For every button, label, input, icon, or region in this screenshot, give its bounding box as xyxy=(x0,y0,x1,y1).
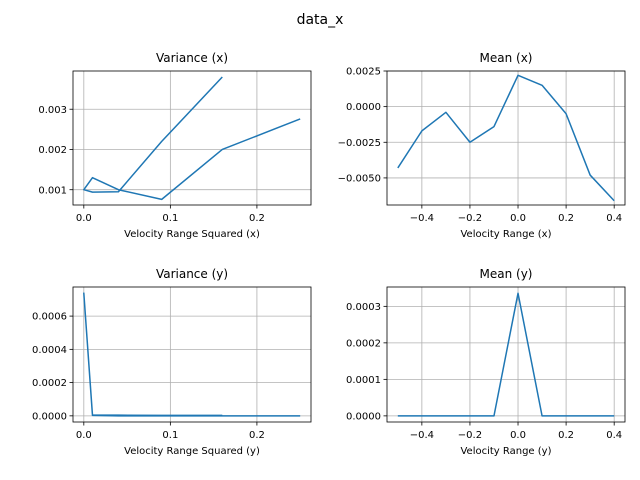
data-line-mean-y xyxy=(397,292,615,417)
x-axis-label: Velocity Range (x) xyxy=(460,229,551,240)
y-tick-label: 0.0000 xyxy=(346,102,381,113)
y-tick-label: 0.0003 xyxy=(346,302,381,313)
subplot-title: Variance (x) xyxy=(156,51,228,65)
y-tick-label: −0.0025 xyxy=(338,138,381,149)
subplots: 0.0 0.1 0.2 0.001 0.002 0.003 Variance (x) Velo… xyxy=(32,51,626,457)
x-tick-label: 0.0 xyxy=(510,430,526,441)
subplot-title: Variance (y) xyxy=(156,267,228,281)
data-line-variance-y xyxy=(83,292,301,417)
x-axis-label: Velocity Range Squared (y) xyxy=(124,446,260,457)
y-tick-label: 0.0006 xyxy=(32,312,67,323)
y-tick-label: 0.003 xyxy=(38,105,67,116)
axes-frame xyxy=(72,286,312,423)
subplot-mean-y: −0.4 −0.2 0.0 0.2 0.4 0.0000 0.0001 0.0002 0.000… xyxy=(346,267,626,457)
x-tick-label: 0.0 xyxy=(76,430,92,441)
figure-title: data_x xyxy=(297,12,344,28)
x-tick-label: 0.2 xyxy=(249,430,265,441)
x-tick-label: 0.0 xyxy=(510,213,526,224)
y-tick-label: 0.0025 xyxy=(346,67,381,78)
y-tick-label: 0.0002 xyxy=(32,378,67,389)
subplot-title: Mean (x) xyxy=(480,51,533,65)
x-tick-label: 0.0 xyxy=(76,213,92,224)
x-tick-label: 0.4 xyxy=(606,430,622,441)
x-tick-label: 0.4 xyxy=(606,213,622,224)
y-tick-label: 0.0002 xyxy=(346,338,381,349)
x-tick-label: −0.2 xyxy=(458,430,482,441)
y-tick-label: 0.0000 xyxy=(32,411,67,422)
y-tick-label: 0.002 xyxy=(38,145,67,156)
x-tick-label: −0.4 xyxy=(410,430,434,441)
x-tick-label: 0.1 xyxy=(162,430,178,441)
y-tick-label: 0.0004 xyxy=(32,345,67,356)
subplot-title: Mean (y) xyxy=(480,267,533,281)
axes-frame xyxy=(72,70,312,206)
axes-frame xyxy=(386,70,626,206)
x-axis-label: Velocity Range (y) xyxy=(460,446,551,457)
x-tick-label: 0.2 xyxy=(558,213,574,224)
subplot-mean-x: −0.4 −0.2 0.0 0.2 0.4 −0.0050 −0.0025 0.0000 0.0… xyxy=(338,51,626,240)
x-tick-label: −0.4 xyxy=(410,213,434,224)
data-line-variance-x xyxy=(83,76,301,201)
y-tick-label: 0.0001 xyxy=(346,375,381,386)
x-axis-label: Velocity Range Squared (x) xyxy=(124,229,260,240)
subplot-variance-y: 0.0 0.1 0.2 0.0000 0.0002 0.0004 0.0006 Varianc… xyxy=(32,267,312,457)
data-line-mean-x xyxy=(397,74,615,202)
y-tick-label: 0.001 xyxy=(38,185,67,196)
axes-frame xyxy=(386,286,626,423)
x-tick-label: 0.2 xyxy=(558,430,574,441)
y-tick-label: 0.0000 xyxy=(346,411,381,422)
y-tick-label: −0.0050 xyxy=(338,174,381,185)
subplot-variance-x: 0.0 0.1 0.2 0.001 0.002 0.003 Variance (x) Velo… xyxy=(38,51,312,240)
x-tick-label: 0.1 xyxy=(162,213,178,224)
x-tick-label: −0.2 xyxy=(458,213,482,224)
x-tick-label: 0.2 xyxy=(249,213,265,224)
